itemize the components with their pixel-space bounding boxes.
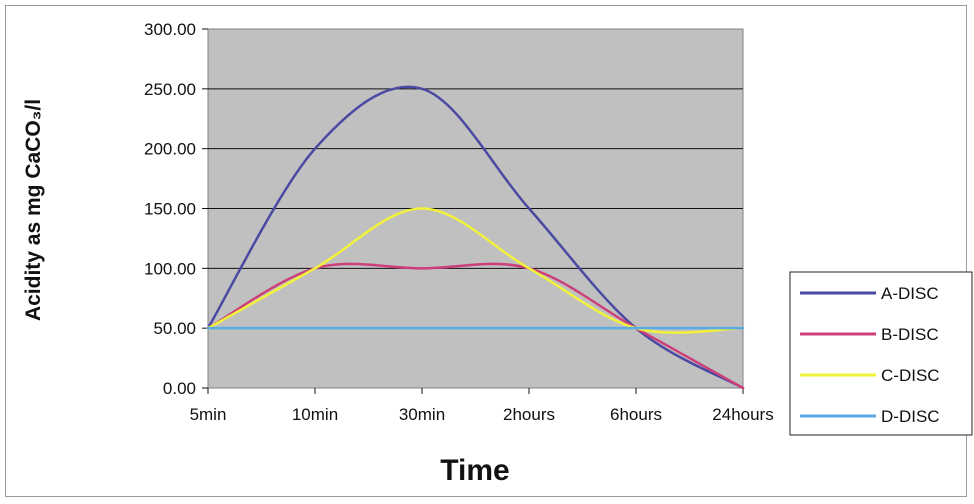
x-tick-label: 2hours — [503, 405, 555, 424]
series-lines — [206, 85, 745, 390]
legend-label: C-DISC — [881, 366, 940, 385]
x-axis-title: Time — [440, 454, 509, 487]
series-line-b-disc — [206, 262, 745, 390]
y-tick-label: 100.00 — [144, 259, 196, 278]
legend-box — [789, 271, 973, 436]
legend-label: B-DISC — [881, 325, 939, 344]
legend-label: A-DISC — [881, 284, 939, 303]
y-tick-label: 0.00 — [163, 379, 196, 398]
y-tick-label: 150.00 — [144, 200, 196, 219]
x-axis-ticks: 5min 10min 30min 2hours 6hours 24hours — [190, 388, 774, 424]
y-tick-label: 300.00 — [144, 20, 196, 39]
x-tick-label: 24hours — [712, 405, 773, 424]
y-tick-label: 200.00 — [144, 140, 196, 159]
y-tick-label: 250.00 — [144, 80, 196, 99]
legend: A-DISC B-DISC C-DISC D-DISC — [789, 271, 973, 436]
x-tick-label: 30min — [399, 405, 445, 424]
y-tick-label: 50.00 — [153, 319, 196, 338]
y-axis-ticks: 0.00 50.00 100.00 150.00 200.00 250.00 300.00 — [144, 20, 208, 398]
x-tick-label: 10min — [292, 405, 338, 424]
legend-label: D-DISC — [881, 407, 940, 426]
x-tick-label: 6hours — [610, 405, 662, 424]
y-axis-title: Acidity as mg CaCO₃/l — [22, 99, 45, 321]
x-tick-label: 5min — [190, 405, 227, 424]
